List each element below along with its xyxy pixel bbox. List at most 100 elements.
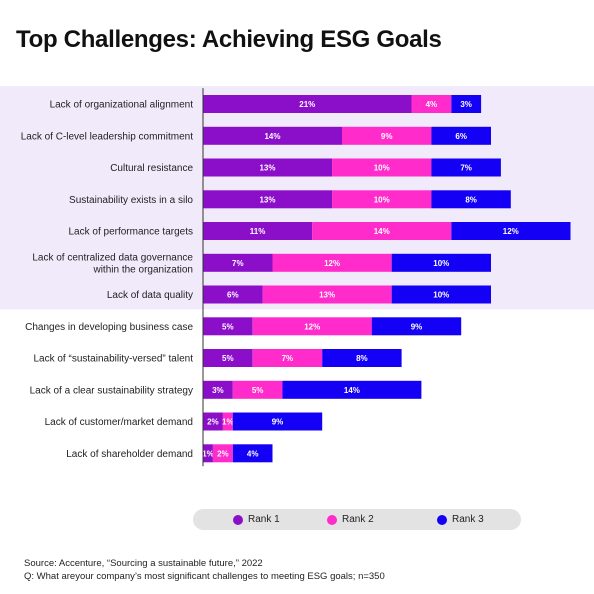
data-label-rank3-row-9: 8% (356, 354, 368, 363)
data-label-rank1-row-12: 1% (202, 449, 214, 458)
data-label-rank3-row-1: 3% (460, 100, 472, 109)
bar-segment-rank2-row-4 (332, 190, 432, 209)
legend-label-rank1: Rank 1 (248, 514, 280, 525)
bar-segment-rank2-row-3 (332, 158, 432, 177)
category-label-row-1: Lack of organizational alignment (50, 100, 194, 111)
bar-segment-rank2-row-5 (312, 222, 452, 240)
data-label-rank3-row-8: 9% (411, 322, 423, 331)
data-label-rank3-row-2: 6% (455, 132, 467, 141)
data-label-rank1-row-5: 11% (250, 227, 266, 236)
legend-item-rank2: Rank 2 (327, 509, 374, 530)
category-label-row-10: Lack of a clear sustainability strategy (30, 385, 193, 396)
bar-segment-rank2-row-10 (232, 380, 283, 399)
data-label-rank3-row-6: 10% (433, 259, 449, 268)
data-label-rank3-row-3: 7% (460, 164, 472, 173)
data-label-rank1-row-11: 2% (207, 418, 219, 427)
bar-segment-rank3-row-7 (391, 285, 491, 304)
bar-segment-rank3-row-5 (451, 222, 571, 240)
rank3-dot-icon (437, 514, 447, 525)
data-label-rank3-row-12: 4% (247, 449, 259, 458)
data-label-rank1-row-1: 21% (299, 100, 315, 109)
data-label-rank2-row-5: 14% (374, 227, 390, 236)
bar-segment-rank3-row-8 (371, 317, 462, 336)
bar-segment-rank2-row-1 (411, 95, 452, 113)
data-label-rank1-row-7: 6% (227, 291, 239, 300)
data-label-rank2-row-12: 2% (217, 449, 229, 458)
bar-segment-rank3-row-2 (431, 126, 491, 145)
legend-label-rank3: Rank 3 (452, 514, 484, 525)
category-label-row-7: Lack of data quality (107, 290, 193, 301)
category-label-row-6-line-2: within the organization (92, 264, 193, 275)
data-label-rank2-row-4: 10% (374, 195, 390, 204)
data-label-rank2-row-6: 12% (324, 259, 340, 268)
bar-segment-rank3-row-4 (431, 190, 511, 209)
bars-group: 21% 4% 3% 14% 9% 6% 13% 10% 7% 13% 10% 8% 11% 14% 12% 7… (202, 95, 571, 463)
category-label-row-11: Lack of customer/market demand (45, 417, 193, 428)
data-label-rank3-row-4: 8% (465, 195, 477, 204)
bar-segment-rank3-row-1 (451, 95, 482, 113)
bar-segment-rank1-row-6 (203, 253, 273, 272)
data-label-rank1-row-3: 13% (259, 164, 275, 173)
data-label-rank3-row-11: 9% (272, 418, 284, 427)
rank1-dot-icon (233, 514, 243, 525)
bar-segment-rank1-row-9 (203, 349, 253, 367)
data-label-rank2-row-3: 10% (374, 164, 390, 173)
data-label-rank2-row-1: 4% (426, 100, 438, 109)
bar-segment-rank2-row-9 (252, 349, 323, 367)
bar-segment-rank2-row-7 (262, 285, 392, 304)
bar-segment-rank2-row-6 (272, 253, 392, 272)
legend: Rank 1 Rank 2 Rank 3 (193, 509, 521, 530)
category-label-row-8: Changes in developing business case (25, 322, 193, 333)
data-label-rank2-row-7: 13% (319, 291, 335, 300)
data-label-rank1-row-2: 14% (264, 132, 280, 141)
question-line: Q: What areyour company’s most significa… (24, 571, 385, 582)
bar-segment-rank3-row-10 (282, 380, 422, 399)
bar-segment-rank1-row-11 (203, 412, 223, 431)
page-title: Top Challenges: Achieving ESG Goals (16, 26, 442, 53)
bar-segment-rank1-row-5 (203, 222, 313, 240)
bar-segment-rank2-row-12 (212, 444, 233, 463)
category-label-row-12: Lack of shareholder demand (66, 449, 193, 460)
bar-segment-rank1-row-2 (203, 126, 342, 145)
legend-item-rank1: Rank 1 (233, 509, 280, 530)
bar-segment-rank3-row-9 (322, 349, 402, 367)
data-label-rank1-row-9: 5% (222, 354, 234, 363)
data-label-rank1-row-10: 3% (212, 386, 224, 395)
rank2-dot-icon (327, 514, 337, 525)
bar-segment-rank1-row-4 (203, 190, 333, 209)
data-label-rank2-row-11: 1% (222, 418, 234, 427)
stacked-bar-chart: 21% 4% 3% 14% 9% 6% 13% 10% 7% 13% 10% 8% 11% 14% 12% 7… (0, 86, 594, 467)
legend-item-rank3: Rank 3 (437, 509, 484, 530)
bar-segment-rank2-row-8 (252, 317, 372, 336)
bar-segment-rank1-row-1 (203, 95, 412, 113)
data-label-rank2-row-9: 7% (282, 354, 294, 363)
data-label-rank1-row-4: 13% (259, 195, 275, 204)
data-label-rank3-row-5: 12% (503, 227, 519, 236)
bar-segment-rank1-row-7 (203, 285, 263, 304)
category-label-row-2: Lack of C-level leadership commitment (21, 131, 194, 142)
bar-segment-rank3-row-6 (391, 253, 491, 272)
bar-segment-rank2-row-11 (222, 412, 233, 431)
bar-segment-rank1-row-12 (203, 444, 213, 463)
data-label-rank3-row-10: 14% (344, 386, 360, 395)
bar-segment-rank3-row-11 (232, 412, 323, 431)
category-label-row-9: Lack of “sustainability-versed” talent (33, 354, 193, 365)
bar-segment-rank1-row-3 (203, 158, 333, 177)
bar-segment-rank3-row-12 (232, 444, 273, 463)
data-label-rank1-row-6: 7% (232, 259, 244, 268)
data-label-rank2-row-2: 9% (381, 132, 393, 141)
category-label-row-6-line-1: Lack of centralized data governance (32, 252, 193, 263)
legend-label-rank2: Rank 2 (342, 514, 374, 525)
category-label-row-4: Sustainability exists in a silo (69, 195, 193, 206)
source-line: Source: Accenture, “Sourcing a sustainab… (24, 558, 263, 569)
bar-segment-rank1-row-8 (203, 317, 253, 336)
bar-segment-rank2-row-2 (342, 126, 432, 145)
data-label-rank2-row-10: 5% (252, 386, 264, 395)
data-label-rank3-row-7: 10% (433, 291, 449, 300)
bar-segment-rank1-row-10 (203, 380, 233, 399)
data-label-rank2-row-8: 12% (304, 322, 320, 331)
source-note: Source: Accenture, “Sourcing a sustainab… (24, 557, 385, 583)
data-label-rank1-row-8: 5% (222, 322, 234, 331)
bar-segment-rank3-row-3 (431, 158, 501, 177)
category-labels-group: Lack of organizational alignment Lack of … (21, 100, 194, 460)
